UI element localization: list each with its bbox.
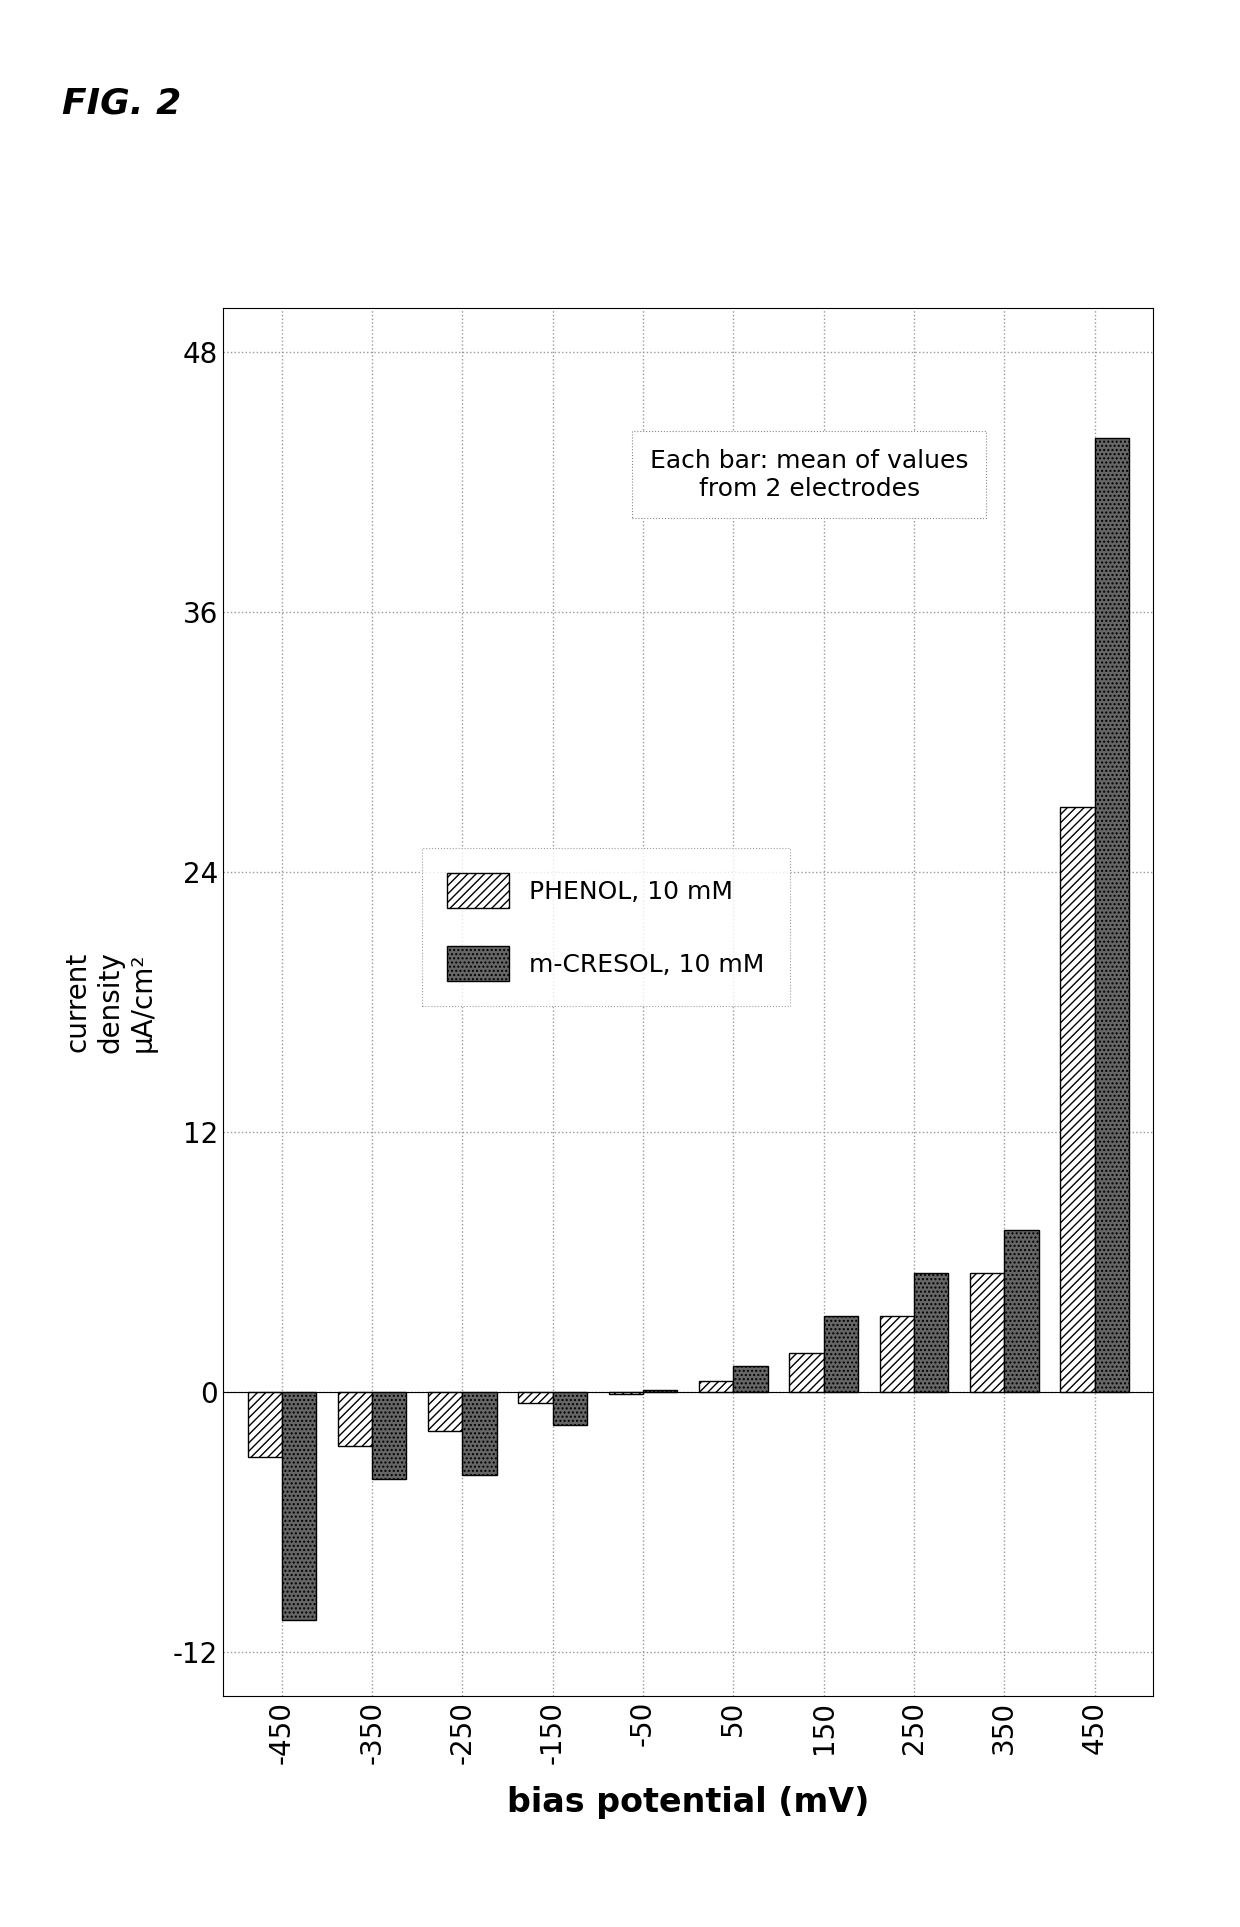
Bar	[1004, 1229, 1039, 1391]
Bar	[879, 1316, 914, 1391]
X-axis label: bias potential (mV): bias potential (mV)	[507, 1786, 869, 1819]
Bar	[970, 1274, 1004, 1391]
Bar	[428, 1391, 463, 1432]
Bar	[372, 1391, 407, 1480]
Text: FIG. 2: FIG. 2	[62, 87, 181, 121]
Bar	[281, 1391, 316, 1621]
Bar	[733, 1366, 768, 1391]
Bar	[463, 1391, 497, 1474]
Bar	[790, 1353, 823, 1391]
Bar	[609, 1391, 644, 1395]
Y-axis label: current
density
μA/cm²: current density μA/cm²	[63, 952, 156, 1052]
Bar	[1060, 807, 1095, 1391]
Bar	[1095, 439, 1128, 1391]
Bar	[914, 1274, 949, 1391]
Bar	[644, 1389, 677, 1391]
Legend: PHENOL, 10 mM, m-CRESOL, 10 mM: PHENOL, 10 mM, m-CRESOL, 10 mM	[422, 848, 790, 1006]
Bar	[248, 1391, 281, 1457]
Bar	[699, 1382, 733, 1391]
Bar	[518, 1391, 553, 1403]
Bar	[823, 1316, 858, 1391]
Bar	[553, 1391, 587, 1424]
Text: Each bar: mean of values
from 2 electrodes: Each bar: mean of values from 2 electrod…	[650, 449, 968, 501]
Bar	[337, 1391, 372, 1447]
